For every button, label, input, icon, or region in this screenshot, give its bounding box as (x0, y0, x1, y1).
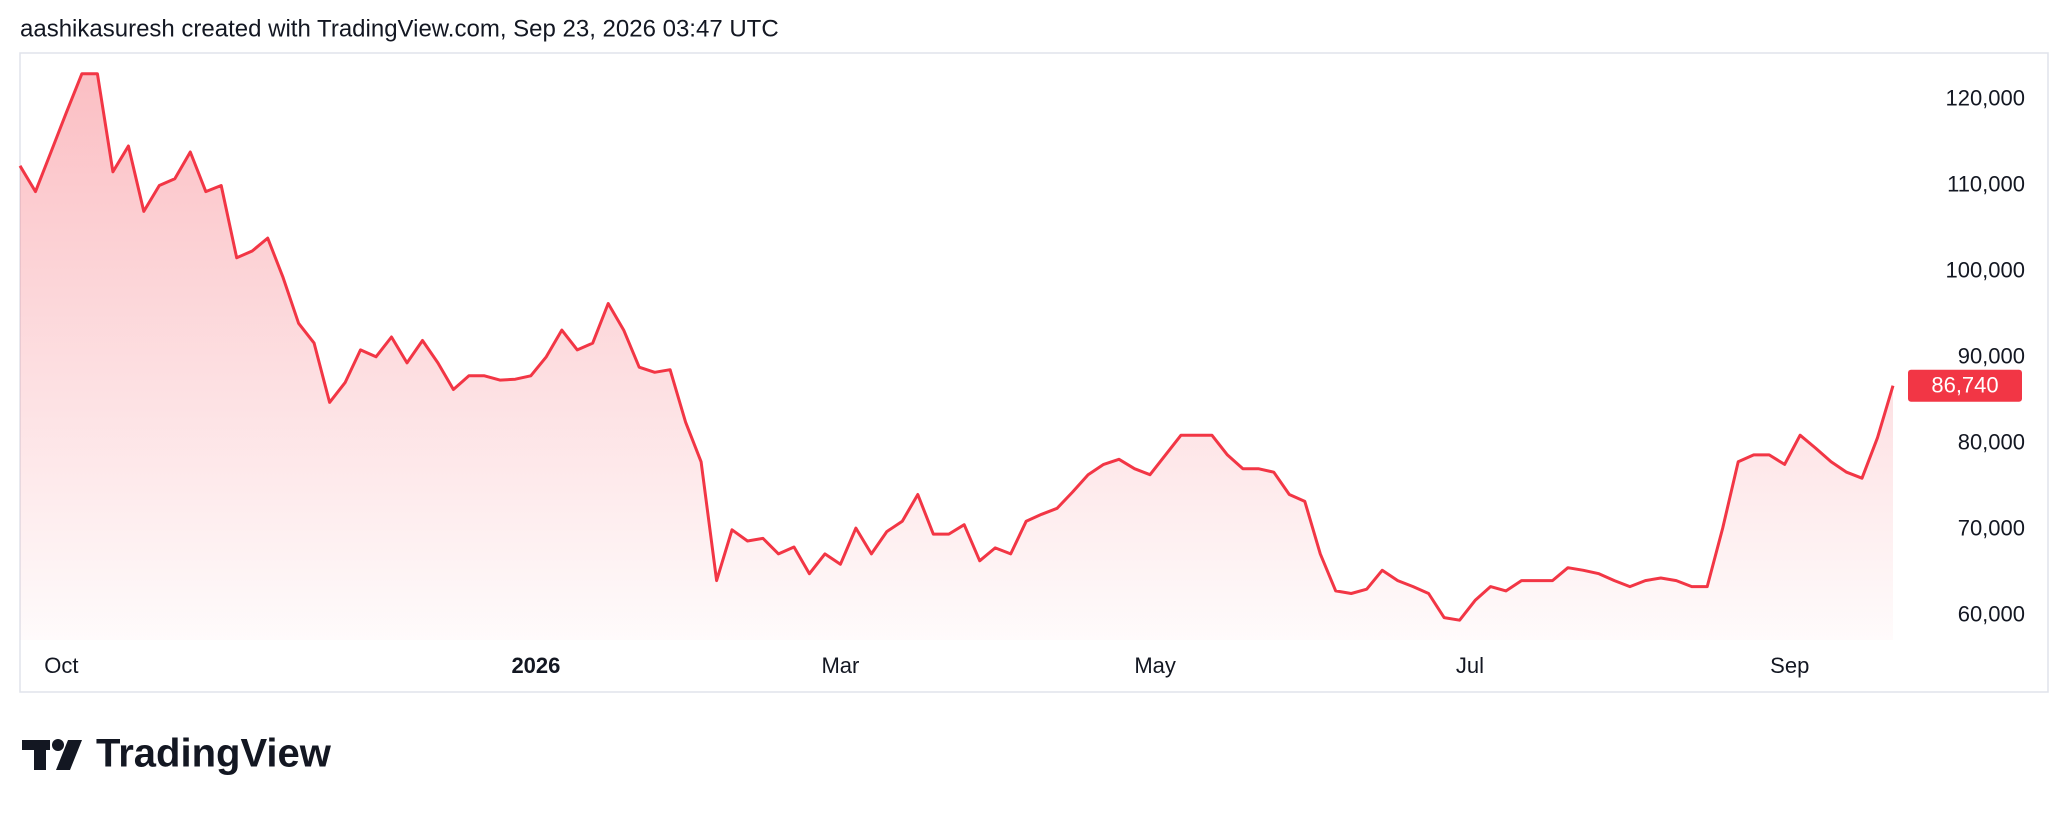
x-tick-label: May (1134, 653, 1176, 678)
logo-text: TradingView (96, 732, 332, 776)
y-tick-label: 100,000 (1945, 257, 2025, 282)
x-tick-label: 2026 (511, 653, 560, 678)
x-tick-label: Oct (44, 653, 78, 678)
price-line (18, 72, 1895, 622)
y-tick-label: 90,000 (1958, 344, 2025, 369)
y-tick-label: 70,000 (1958, 516, 2025, 541)
y-tick-label: 110,000 (1947, 171, 2025, 196)
x-tick-label: Jul (1456, 653, 1484, 678)
last-price-label: 86,740 (1931, 373, 1998, 398)
logo-icon (22, 739, 82, 770)
y-tick-label: 80,000 (1958, 430, 2025, 455)
x-tick-label: Sep (1770, 653, 1809, 678)
header-text: aashikasuresh created with TradingView.c… (20, 15, 779, 42)
y-tick-label: 60,000 (1958, 602, 2025, 627)
y-tick-label: 120,000 (1945, 85, 2025, 110)
plot: 60,000 70,000 80,000 90,000 100,000 110,000 12… (18, 72, 2025, 678)
x-tick-label: Mar (821, 653, 859, 678)
area-fill (20, 73, 1893, 640)
last-price-box (1908, 369, 2022, 402)
